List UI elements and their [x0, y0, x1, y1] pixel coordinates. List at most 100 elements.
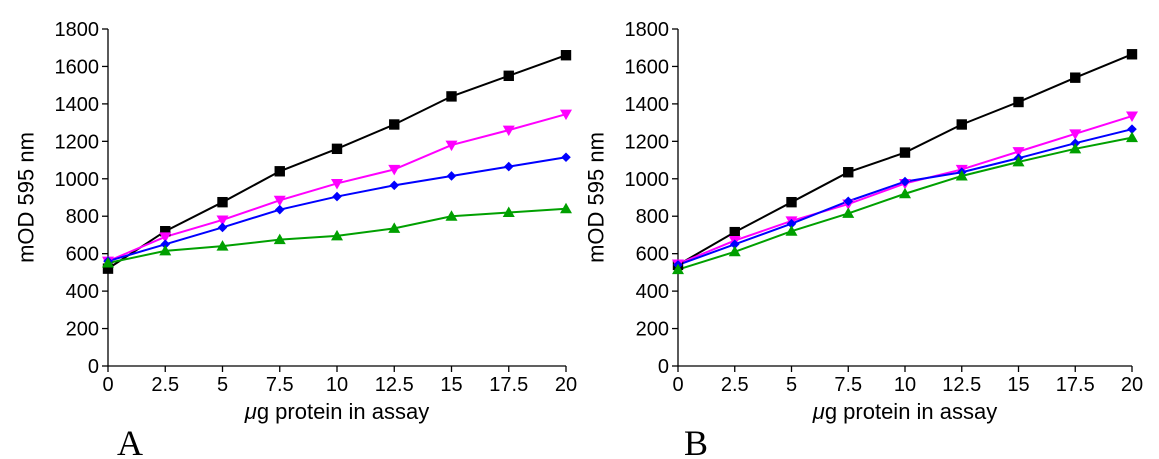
series-1-point [445, 140, 458, 152]
series-0-point [729, 226, 740, 238]
series-0-point [217, 196, 228, 208]
x-axis-title-text: g protein in assay [257, 399, 429, 424]
series-3-point [502, 206, 515, 217]
y-axis-title: mOD 595 nm [584, 132, 609, 263]
series-2-point [843, 196, 854, 207]
series-0-point [1070, 72, 1081, 83]
x-tick-label: 2.5 [721, 374, 749, 396]
series-1-point [1069, 129, 1082, 140]
y-tick-label: 0 [88, 356, 99, 378]
series-0-point [1126, 49, 1138, 60]
x-axis-title: μg protein in assay [244, 399, 430, 424]
series-1-point [331, 178, 343, 190]
series-2-point [786, 218, 797, 229]
series-1-point [1126, 111, 1138, 123]
y-tick-label: 400 [66, 281, 99, 303]
panel-label: B [684, 423, 708, 459]
y-tick-label: 400 [636, 281, 669, 303]
x-tick-label: 10 [326, 374, 348, 396]
x-axis-title-mu: μ [244, 399, 257, 424]
series-1-point [273, 195, 286, 207]
x-tick-label: 10 [894, 374, 916, 396]
series-3-point [445, 210, 458, 221]
y-tick-label: 1400 [625, 94, 670, 116]
x-tick-label: 2.5 [151, 374, 179, 396]
series-3-point [159, 244, 172, 256]
y-tick-label: 1800 [625, 19, 670, 41]
series-2-point [217, 222, 228, 233]
y-axis-title: mOD 595 nm [14, 132, 39, 263]
series-3-point [331, 229, 343, 241]
y-tick-label: 200 [66, 319, 99, 341]
series-3-point [1069, 142, 1082, 154]
x-tick-label: 20 [555, 374, 577, 396]
x-axis-title-mu: μ [812, 399, 825, 424]
series-2-point [561, 152, 571, 163]
series-1-point [502, 125, 515, 137]
x-tick-label: 17.5 [489, 374, 528, 396]
series-3-point [216, 240, 229, 251]
series-2-point [389, 180, 400, 191]
series-0-point [1013, 96, 1024, 108]
series-3-point [955, 169, 968, 181]
y-tick-label: 200 [636, 319, 669, 341]
series-3-point [1126, 131, 1138, 143]
y-tick-label: 800 [66, 206, 99, 228]
series-2-point [900, 176, 910, 187]
series-0-point [389, 119, 400, 130]
series-2-point [729, 239, 740, 250]
series-2-point [274, 204, 285, 215]
series-3-point [899, 187, 911, 199]
y-tick-label: 800 [636, 206, 669, 228]
series-3-point [273, 233, 286, 245]
series-0-point [446, 91, 457, 102]
series-0-point [331, 143, 343, 155]
series-0-point [956, 119, 967, 130]
y-tick-label: 1000 [625, 169, 670, 191]
series-3-point [102, 257, 114, 268]
series-0-point [786, 196, 797, 208]
panel-label: A [117, 423, 143, 459]
series-2-point [160, 239, 171, 250]
series-1-point [388, 164, 401, 176]
x-tick-label: 20 [1121, 374, 1143, 396]
x-tick-label: 15 [1007, 374, 1029, 396]
series-0-point [160, 226, 171, 237]
series-0-point [503, 70, 514, 82]
series-1-point [159, 232, 172, 243]
y-tick-label: 1600 [55, 56, 100, 78]
chart-panel-a: 0 200 400 600 800 1000 1200 1400 1600 1800 0 2.5 5 7.… [14, 19, 577, 459]
x-tick-label: 7.5 [266, 374, 294, 396]
series-2-point [332, 191, 342, 202]
chart-panel-b: 0 200 400 600 800 1000 1200 1400 1600 1800 0 2.5 5 7.… [584, 19, 1143, 459]
y-tick-label: 1600 [625, 56, 670, 78]
x-axis-title-text: g protein in assay [825, 399, 997, 424]
y-tick-label: 1800 [55, 19, 100, 41]
series-0-point [843, 167, 854, 178]
series-3-point [388, 222, 401, 233]
series-3-point [672, 263, 684, 275]
series-3-point [1012, 155, 1025, 167]
series-1-point [560, 109, 572, 121]
series-3-point [728, 245, 741, 257]
x-tick-label: 7.5 [834, 374, 862, 396]
y-tick-label: 600 [66, 244, 99, 266]
x-axis-title: μg protein in assay [812, 399, 998, 424]
series-2-point [503, 161, 514, 172]
series-0-line [677, 53, 1133, 266]
x-tick-label: 12.5 [942, 374, 981, 396]
series-0-point [274, 166, 285, 177]
x-tick-label: 15 [440, 374, 462, 396]
x-tick-label: 5 [217, 374, 228, 396]
x-tick-label: 0 [102, 374, 113, 396]
series-3-point [842, 207, 855, 218]
series-1-point [216, 215, 229, 226]
series-3-point [560, 202, 572, 214]
y-tick-label: 1200 [625, 131, 670, 153]
x-tick-label: 17.5 [1056, 374, 1095, 396]
x-tick-label: 5 [786, 374, 797, 396]
y-tick-label: 1400 [55, 94, 100, 116]
y-tick-label: 1000 [55, 169, 100, 191]
y-tick-label: 0 [658, 356, 669, 378]
